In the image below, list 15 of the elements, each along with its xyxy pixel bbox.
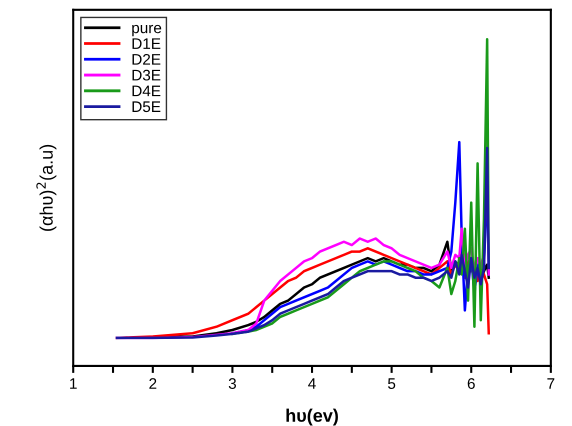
legend-label: D3E — [132, 70, 160, 81]
x-tick-label: 3 — [228, 378, 236, 389]
legend-label: D4E — [132, 86, 160, 96]
x-tick-label: 2 — [149, 378, 156, 389]
x-tick-label: 1 — [70, 378, 77, 389]
x-tick-label: 4 — [308, 378, 316, 389]
legend-label: D2E — [132, 54, 160, 65]
legend-label: D1E — [132, 38, 160, 49]
legend-label: pure — [132, 24, 162, 36]
x-tick-label: 7 — [547, 378, 554, 389]
x-axis-title: hυ(ev) — [286, 408, 338, 426]
legend-label: D5E — [132, 101, 160, 112]
x-tick-label: 5 — [388, 378, 396, 389]
x-tick-label: 6 — [468, 378, 475, 389]
y-axis-title: (αhυ)$^{2}$(a.u) — [36, 144, 56, 231]
